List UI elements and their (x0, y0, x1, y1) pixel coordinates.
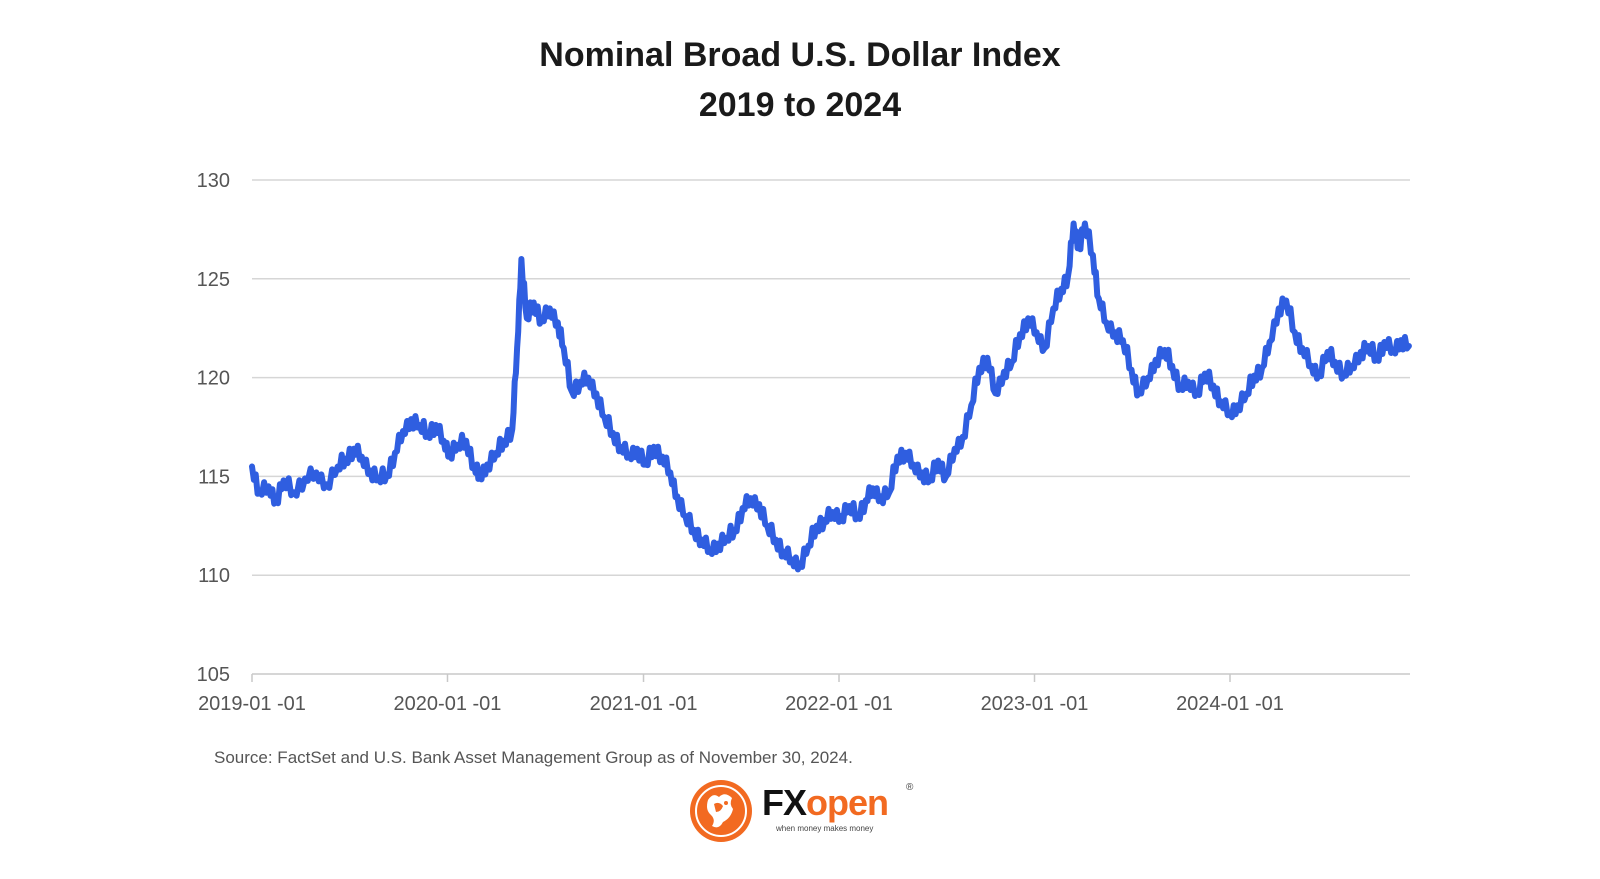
x-axis: 2019-01 -01 2020-01 -01 2021-01 -01 2022-01… (198, 673, 1410, 715)
y-tick-label-115: 115 (198, 466, 230, 488)
x-tick-label-2: 2021-01 -01 (590, 693, 698, 715)
y-tick-label-130: 130 (197, 170, 230, 192)
y-tick-label-110: 110 (198, 565, 230, 587)
fxopen-logo: FXopen ® when money makes money (688, 778, 928, 844)
logo-registered-mark: ® (906, 782, 914, 793)
y-tick-label-105: 105 (197, 664, 230, 686)
logo-fx-text: FX (762, 782, 807, 823)
x-tick-label-1: 2020-01 -01 (394, 693, 502, 715)
chart-grid (252, 179, 1410, 576)
chart-title: Nominal Broad U.S. Dollar Index (539, 36, 1061, 74)
y-tick-label-125: 125 (197, 269, 230, 291)
x-tick-label-5: 2024-01 -01 (1176, 693, 1284, 715)
logo-wordmark: FXopen (762, 782, 889, 823)
chart-subtitle: 2019 to 2024 (698, 86, 902, 124)
series-line-0 (249, 220, 1412, 573)
y-tick-label-120: 120 (197, 368, 230, 390)
y-axis: 105 110 115 120 125 130 (197, 170, 230, 686)
x-tick-label-4: 2023-01 -01 (981, 693, 1089, 715)
source-note: Source: FactSet and U.S. Bank Asset Mana… (214, 748, 853, 767)
logo-tagline: when money makes money (776, 824, 874, 833)
x-tick-label-3: 2022-01 -01 (785, 693, 893, 715)
series-lines (249, 220, 1412, 573)
x-tick-label-0: 2019-01 -01 (198, 693, 306, 715)
fxopen-bull-icon (690, 780, 752, 842)
logo-open-text: open (806, 782, 889, 823)
